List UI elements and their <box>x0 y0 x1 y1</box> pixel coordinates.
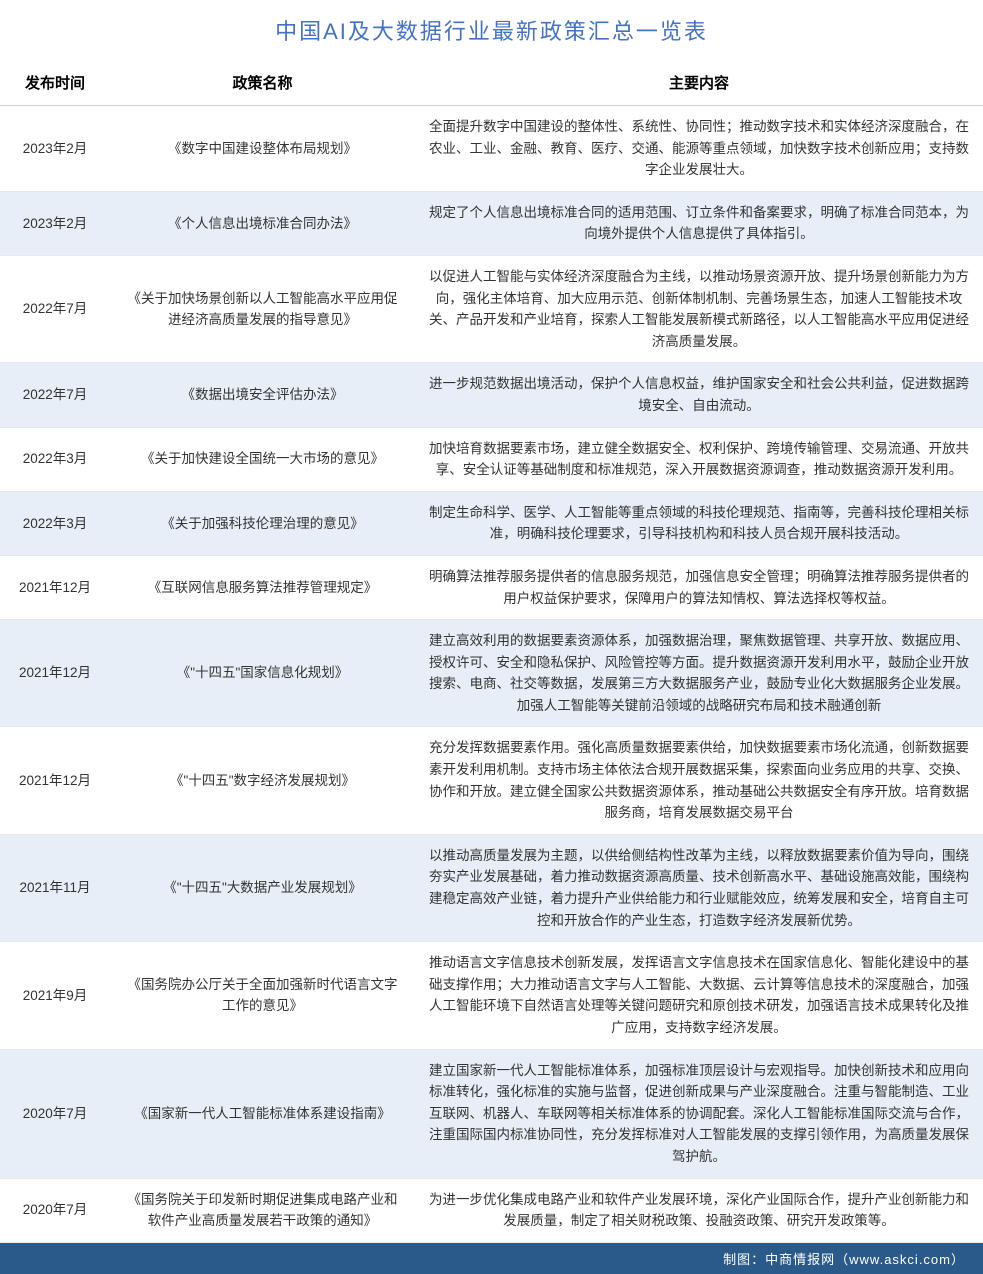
cell-content: 明确算法推荐服务提供者的信息服务规范，加强信息安全管理；明确算法推荐服务提供者的… <box>415 555 983 619</box>
page-container: 中国AI及大数据行业最新政策汇总一览表 发布时间 政策名称 主要内容 2023年… <box>0 0 983 1274</box>
cell-policy-name: 《国务院关于印发新时期促进集成电路产业和软件产业高质量发展若干政策的通知》 <box>110 1178 415 1242</box>
table-row: 2021年12月《"十四五"国家信息化规划》建立高效利用的数据要素资源体系，加强… <box>0 620 983 727</box>
cell-content: 为进一步优化集成电路产业和软件产业发展环境，深化产业国际合作，提升产业创新能力和… <box>415 1178 983 1242</box>
table-row: 2022年7月《关于加快场景创新以人工智能高水平应用促进经济高质量发展的指导意见… <box>0 255 983 362</box>
cell-date: 2023年2月 <box>0 106 110 192</box>
cell-policy-name: 《个人信息出境标准合同办法》 <box>110 191 415 255</box>
cell-policy-name: 《关于加强科技伦理治理的意见》 <box>110 491 415 555</box>
table-row: 2022年3月《关于加快建设全国统一大市场的意见》加快培育数据要素市场，建立健全… <box>0 427 983 491</box>
cell-policy-name: 《国务院办公厅关于全面加强新时代语言文字工作的意见》 <box>110 942 415 1049</box>
cell-content: 规定了个人信息出境标准合同的适用范围、订立条件和备案要求，明确了标准合同范本，为… <box>415 191 983 255</box>
cell-date: 2023年2月 <box>0 191 110 255</box>
cell-policy-name: 《数字中国建设整体布局规划》 <box>110 106 415 192</box>
page-title: 中国AI及大数据行业最新政策汇总一览表 <box>0 0 983 60</box>
cell-date: 2020年7月 <box>0 1049 110 1178</box>
cell-policy-name: 《互联网信息服务算法推荐管理规定》 <box>110 555 415 619</box>
cell-policy-name: 《关于加快场景创新以人工智能高水平应用促进经济高质量发展的指导意见》 <box>110 255 415 362</box>
table-row: 2020年7月《国务院关于印发新时期促进集成电路产业和软件产业高质量发展若干政策… <box>0 1178 983 1242</box>
cell-date: 2021年12月 <box>0 727 110 834</box>
cell-content: 进一步规范数据出境活动，保护个人信息权益，维护国家安全和社会公共利益，促进数据跨… <box>415 363 983 427</box>
cell-content: 加快培育数据要素市场，建立健全数据安全、权利保护、跨境传输管理、交易流通、开放共… <box>415 427 983 491</box>
cell-content: 以促进人工智能与实体经济深度融合为主线，以推动场景资源开放、提升场景创新能力为方… <box>415 255 983 362</box>
cell-content: 建立国家新一代人工智能标准体系，加强标准顶层设计与宏观指导。加快创新技术和应用向… <box>415 1049 983 1178</box>
cell-content: 以推动高质量发展为主题，以供给侧结构性改革为主线，以释放数据要素价值为导向，围绕… <box>415 834 983 941</box>
cell-policy-name: 《国家新一代人工智能标准体系建设指南》 <box>110 1049 415 1178</box>
table-row: 2023年2月《个人信息出境标准合同办法》规定了个人信息出境标准合同的适用范围、… <box>0 191 983 255</box>
cell-content: 推动语言文字信息技术创新发展，发挥语言文字信息技术在国家信息化、智能化建设中的基… <box>415 942 983 1049</box>
cell-content: 制定生命科学、医学、人工智能等重点领域的科技伦理规范、指南等，完善科技伦理相关标… <box>415 491 983 555</box>
cell-date: 2022年3月 <box>0 427 110 491</box>
table-row: 2021年12月《"十四五"数字经济发展规划》充分发挥数据要素作用。强化高质量数… <box>0 727 983 834</box>
cell-date: 2022年3月 <box>0 491 110 555</box>
table-row: 2023年2月《数字中国建设整体布局规划》全面提升数字中国建设的整体性、系统性、… <box>0 106 983 192</box>
table-row: 2021年9月《国务院办公厅关于全面加强新时代语言文字工作的意见》推动语言文字信… <box>0 942 983 1049</box>
cell-policy-name: 《数据出境安全评估办法》 <box>110 363 415 427</box>
cell-policy-name: 《"十四五"数字经济发展规划》 <box>110 727 415 834</box>
cell-policy-name: 《关于加快建设全国统一大市场的意见》 <box>110 427 415 491</box>
cell-content: 全面提升数字中国建设的整体性、系统性、协同性；推动数字技术和实体经济深度融合，在… <box>415 106 983 192</box>
cell-policy-name: 《"十四五"国家信息化规划》 <box>110 620 415 727</box>
table-body: 2023年2月《数字中国建设整体布局规划》全面提升数字中国建设的整体性、系统性、… <box>0 106 983 1243</box>
cell-date: 2022年7月 <box>0 363 110 427</box>
cell-content: 建立高效利用的数据要素资源体系，加强数据治理，聚焦数据管理、共享开放、数据应用、… <box>415 620 983 727</box>
cell-content: 充分发挥数据要素作用。强化高质量数据要素供给，加快数据要素市场化流通，创新数据要… <box>415 727 983 834</box>
column-header-date: 发布时间 <box>0 60 110 106</box>
table-row: 2022年3月《关于加强科技伦理治理的意见》制定生命科学、医学、人工智能等重点领… <box>0 491 983 555</box>
cell-date: 2021年12月 <box>0 620 110 727</box>
cell-policy-name: 《"十四五"大数据产业发展规划》 <box>110 834 415 941</box>
column-header-name: 政策名称 <box>110 60 415 106</box>
policy-table: 发布时间 政策名称 主要内容 2023年2月《数字中国建设整体布局规划》全面提升… <box>0 60 983 1243</box>
table-row: 2021年12月《互联网信息服务算法推荐管理规定》明确算法推荐服务提供者的信息服… <box>0 555 983 619</box>
table-row: 2021年11月《"十四五"大数据产业发展规划》以推动高质量发展为主题，以供给侧… <box>0 834 983 941</box>
footer-credit: 制图：中商情报网（www.askci.com） <box>0 1243 983 1274</box>
table-row: 2020年7月《国家新一代人工智能标准体系建设指南》建立国家新一代人工智能标准体… <box>0 1049 983 1178</box>
cell-date: 2021年11月 <box>0 834 110 941</box>
table-row: 2022年7月《数据出境安全评估办法》进一步规范数据出境活动，保护个人信息权益，… <box>0 363 983 427</box>
cell-date: 2021年12月 <box>0 555 110 619</box>
cell-date: 2020年7月 <box>0 1178 110 1242</box>
column-header-content: 主要内容 <box>415 60 983 106</box>
cell-date: 2021年9月 <box>0 942 110 1049</box>
cell-date: 2022年7月 <box>0 255 110 362</box>
table-header-row: 发布时间 政策名称 主要内容 <box>0 60 983 106</box>
